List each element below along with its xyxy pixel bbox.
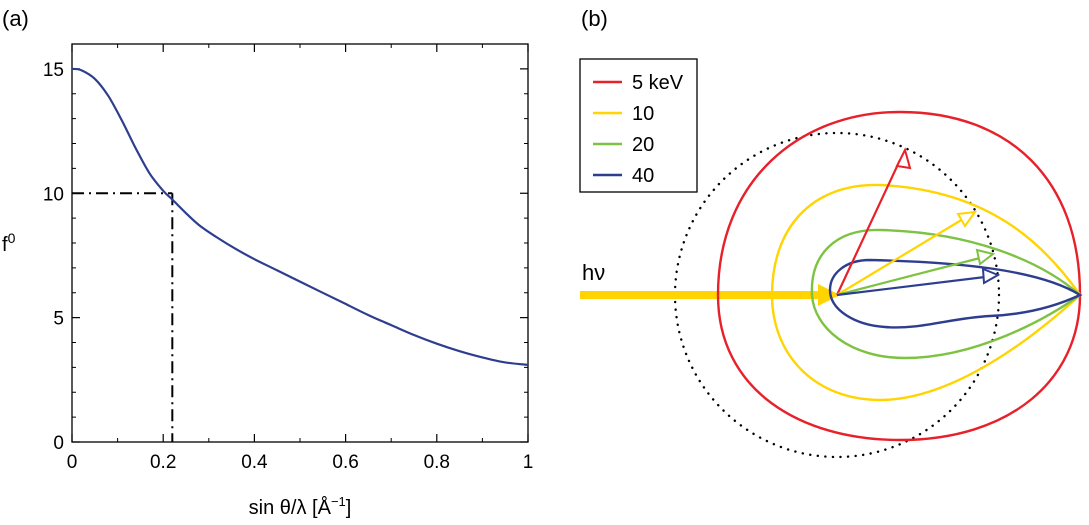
panel-b: (b) hν — [579, 6, 1083, 459]
arrow-10 — [836, 210, 978, 296]
y-tick-label: 0 — [53, 433, 64, 454]
incident-beam — [580, 284, 840, 306]
arrow-40-line — [836, 275, 986, 297]
legend-items: 5 keV 10 20 40 — [593, 72, 684, 187]
arrow-5kev-head — [895, 147, 912, 170]
arrow-20 — [836, 248, 996, 297]
legend-label: 20 — [632, 134, 654, 156]
plot-a-frame — [71, 43, 529, 443]
plot-a-guides — [72, 192, 174, 442]
arrow-5kev-line — [836, 159, 901, 296]
legend-label: 5 keV — [632, 72, 684, 94]
arrow-10-head — [956, 210, 978, 228]
panel-b-label: (b) — [581, 6, 608, 31]
x-tick-label: 0 — [67, 452, 78, 473]
y-tick-label: 15 — [43, 60, 64, 81]
plot-a-ticks — [71, 44, 529, 443]
x-tick-label: 0.8 — [424, 452, 450, 473]
arrow-10-line — [836, 218, 964, 296]
plot-a-xlabel: sin θ/λ [Å−1] — [249, 494, 352, 519]
y-tick-label: 5 — [53, 309, 64, 330]
legend-label: 40 — [632, 165, 654, 187]
legend-label: 10 — [632, 103, 654, 125]
lobe-20 — [810, 228, 1082, 360]
lobe-40 — [828, 258, 1083, 329]
plot-a-ylabel: f0 — [2, 230, 16, 256]
arrow-20-head — [975, 248, 996, 266]
arrow-40-head — [981, 267, 1001, 285]
y-tick-label: 10 — [43, 184, 64, 205]
x-tick-label: 0.2 — [150, 452, 176, 473]
arrow-40 — [836, 267, 1001, 297]
legend: 5 keV 10 20 40 — [579, 58, 698, 193]
panel-a-label: (a) — [2, 6, 29, 31]
lobe-10 — [770, 183, 1082, 402]
incident-beam-arrowhead — [818, 284, 840, 306]
beam-label: hν — [582, 260, 605, 285]
x-tick-label: 0.4 — [241, 452, 268, 473]
arrow-20-line — [836, 256, 981, 297]
f0-curve — [71, 67, 529, 366]
x-tick-label: 1 — [523, 452, 534, 473]
lobe-5kev — [716, 110, 1082, 442]
x-tick-label: 0.6 — [332, 452, 358, 473]
arrow-5kev — [836, 147, 912, 296]
